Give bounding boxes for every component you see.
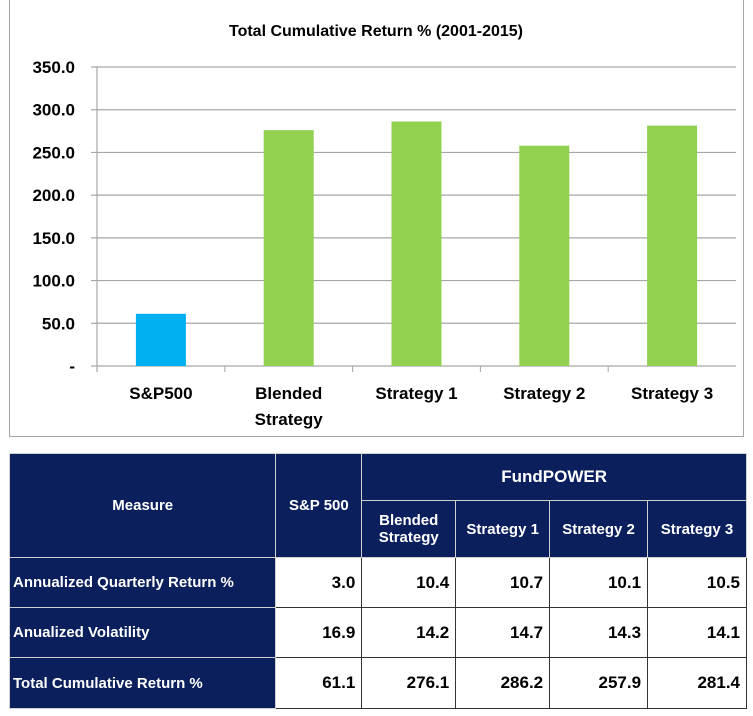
cell-value: 14.7 — [455, 607, 551, 658]
y-tick-label: - — [69, 357, 75, 376]
y-tick-label: 50.0 — [42, 314, 75, 333]
cell-value: 16.9 — [275, 607, 363, 658]
performance-table: Measure S&P 500 FundPOWER Blended Strate… — [8, 453, 747, 709]
subheader: Strategy 1 — [455, 500, 551, 558]
bar-s-p500 — [135, 313, 186, 366]
sp500-header: S&P 500 — [275, 453, 363, 558]
cell-value: 276.1 — [361, 657, 457, 709]
fundpower-header: FundPOWER — [361, 453, 747, 501]
row-label: Anualized Volatility — [8, 607, 277, 658]
subheader: Strategy 2 — [549, 500, 649, 558]
y-tick-label: 300.0 — [32, 101, 75, 120]
cell-value: 257.9 — [549, 657, 649, 709]
x-tick-label: Strategy — [255, 410, 324, 429]
y-tick-label: 100.0 — [32, 272, 75, 291]
y-tick-label: 350.0 — [32, 58, 75, 77]
chart-frame — [9, 0, 744, 437]
bar-strategy-1 — [391, 121, 442, 367]
x-tick-label: Strategy 2 — [503, 384, 585, 403]
measure-header: Measure — [8, 453, 277, 558]
subheader: Blended Strategy — [361, 500, 457, 558]
cell-value: 10.1 — [549, 557, 649, 608]
x-tick-label: Strategy 1 — [375, 384, 457, 403]
cell-value: 14.3 — [549, 607, 649, 658]
cell-value: 286.2 — [455, 657, 551, 709]
bar-blended-strategy — [263, 130, 314, 366]
table-row: Anualized Volatility 16.9 14.2 14.7 14.3 14.1 — [8, 607, 747, 658]
row-label: Annualized Quarterly Return % — [8, 557, 277, 608]
bar-chart: Total Cumulative Return % (2001-2015) - 50… — [32, 23, 736, 429]
cell-value: 14.2 — [361, 607, 457, 658]
x-tick-label: Strategy 3 — [631, 384, 713, 403]
x-tick-label: S&P500 — [129, 384, 192, 403]
bar-strategy-2 — [519, 145, 570, 366]
subheader: Strategy 3 — [647, 500, 747, 558]
y-tick-label: 250.0 — [32, 143, 75, 162]
cell-value: 3.0 — [275, 557, 363, 608]
cell-value: 10.5 — [647, 557, 747, 608]
cell-value: 14.1 — [647, 607, 747, 658]
bar-strategy-3 — [647, 125, 698, 366]
y-tick-label: 150.0 — [32, 229, 75, 248]
table-row: Total Cumulative Return % 61.1 276.1 286.2 2… — [8, 657, 747, 709]
cell-value: 281.4 — [647, 657, 747, 709]
x-tick-label: Blended — [255, 384, 322, 403]
y-tick-label: 200.0 — [32, 186, 75, 205]
table-row: Annualized Quarterly Return % 3.0 10.4 10.7… — [8, 557, 747, 608]
chart-title: Total Cumulative Return % (2001-2015) — [229, 23, 523, 40]
row-label: Total Cumulative Return % — [8, 657, 277, 709]
cell-value: 10.7 — [455, 557, 551, 608]
cell-value: 10.4 — [361, 557, 457, 608]
cell-value: 61.1 — [275, 657, 363, 709]
